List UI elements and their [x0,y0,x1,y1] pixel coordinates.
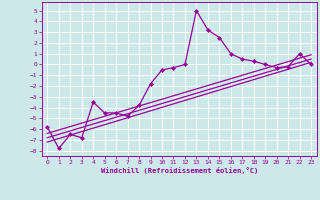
X-axis label: Windchill (Refroidissement éolien,°C): Windchill (Refroidissement éolien,°C) [100,167,258,174]
